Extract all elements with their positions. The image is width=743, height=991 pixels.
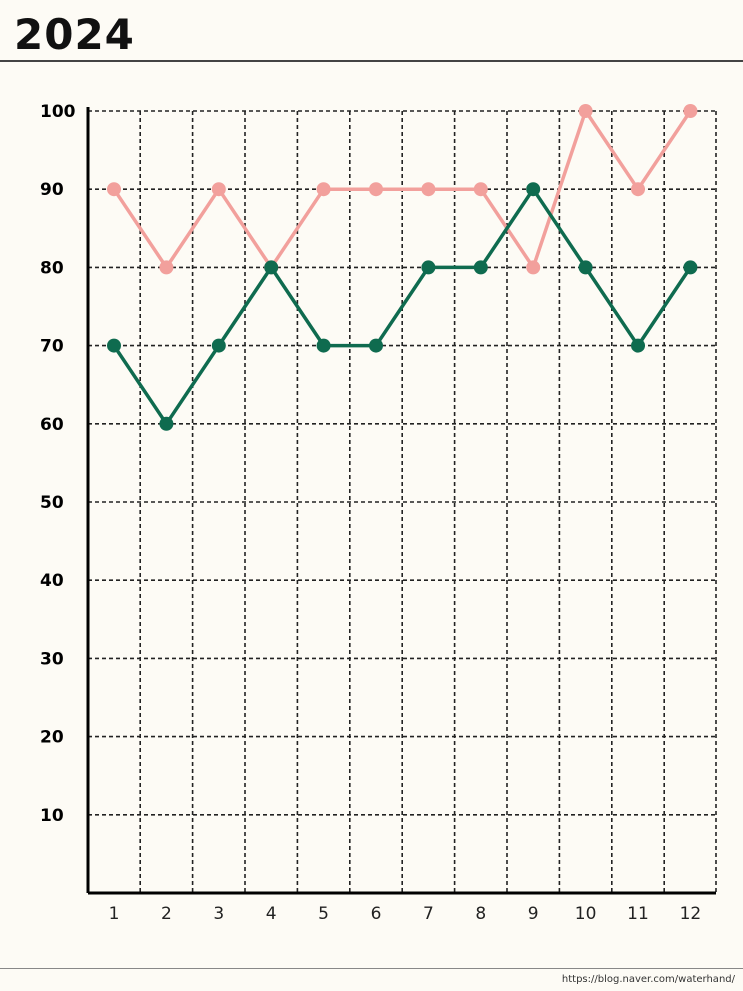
x-tick-label: 1: [109, 904, 120, 924]
x-tick-label: 10: [575, 904, 597, 924]
series-line: [112, 109, 693, 270]
data-point: [107, 182, 121, 197]
x-tick-label: 4: [266, 904, 277, 924]
data-point: [264, 260, 279, 275]
footer-url: https://blog.naver.com/waterhand/: [561, 974, 735, 985]
data-point: [683, 260, 698, 275]
chart-series: [107, 104, 698, 431]
y-tick-label: 30: [40, 649, 64, 669]
data-point: [316, 182, 331, 197]
x-tick-label: 12: [680, 904, 702, 924]
data-point: [578, 260, 593, 275]
y-tick-label: 60: [40, 415, 64, 435]
x-tick-label: 11: [627, 904, 649, 924]
data-point: [631, 338, 645, 353]
chart-axes: [86, 107, 716, 895]
title-divider: [0, 60, 743, 62]
x-tick-label: 2: [161, 904, 172, 924]
data-point: [211, 182, 226, 197]
y-tick-label: 50: [40, 493, 64, 513]
data-point: [159, 416, 174, 431]
data-point: [107, 338, 121, 353]
y-tick-label: 100: [40, 102, 76, 122]
data-point: [421, 182, 436, 197]
series-2: [107, 182, 698, 431]
data-point: [369, 338, 383, 353]
y-tick-label: 40: [40, 571, 64, 591]
y-tick-label: 10: [40, 806, 64, 826]
x-tick-label: 7: [423, 904, 434, 924]
page-title: 2024: [14, 10, 135, 59]
data-point: [421, 260, 436, 275]
series-1: [107, 104, 698, 275]
data-point: [473, 260, 488, 275]
x-tick-label: 3: [213, 904, 224, 924]
data-point: [683, 104, 698, 118]
x-tick-labels: 1 2 3 4 5 6 7 8 9 10 11 12: [109, 904, 702, 924]
data-point: [159, 260, 174, 275]
y-tick-label: 20: [40, 728, 64, 748]
data-point: [631, 182, 645, 197]
data-point: [369, 182, 383, 197]
data-point: [526, 260, 541, 275]
data-point: [316, 338, 331, 353]
chart-grid: [88, 110, 717, 893]
data-point: [211, 338, 226, 353]
y-tick-labels: 10 20 30 40 50 60 70 80 90 100: [40, 102, 76, 826]
data-point: [578, 104, 593, 118]
x-tick-label: 9: [528, 904, 539, 924]
data-point: [473, 182, 488, 197]
x-tick-label: 6: [371, 904, 382, 924]
y-tick-label: 70: [40, 337, 64, 357]
y-tick-label: 80: [40, 258, 64, 278]
y-tick-label: 90: [40, 180, 64, 200]
x-tick-label: 5: [318, 904, 329, 924]
series-line: [112, 187, 693, 426]
data-point: [526, 182, 541, 197]
x-tick-label: 8: [475, 904, 486, 924]
footer-divider: [0, 968, 743, 969]
